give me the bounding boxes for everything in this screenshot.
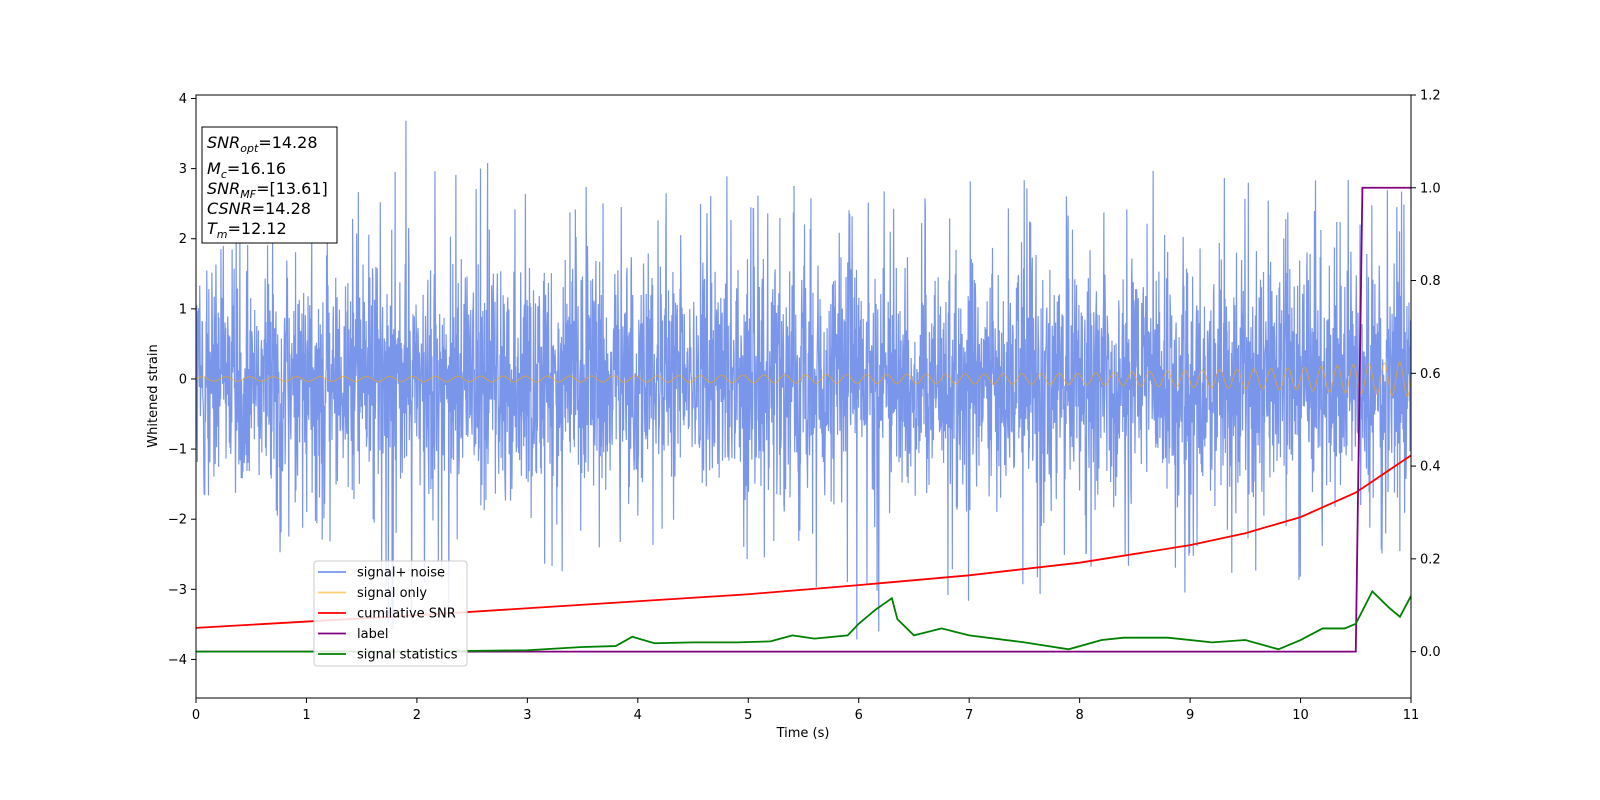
x-tick-label: 3: [523, 708, 531, 723]
x-tick-label: 5: [744, 708, 752, 723]
plot-frame: [195, 94, 1412, 699]
y-tick-label: −1: [168, 443, 187, 458]
legend-frame: [313, 560, 468, 667]
series-label: [196, 186, 1411, 653]
legend: signal+ noise signal only cumilative SNR la…: [313, 560, 468, 667]
y-tick-label: −2: [168, 513, 187, 528]
legend-label: cumilative SNR: [357, 607, 456, 622]
info-line: SNRMF=[13.61]: [207, 179, 328, 201]
info-line: Tm=12.12: [207, 219, 287, 241]
x-tick-label: 8: [1075, 708, 1083, 723]
y-tick-label: 4: [179, 92, 187, 107]
y-tick-label: 2: [179, 232, 187, 247]
x-tick-label: 10: [1292, 708, 1309, 723]
y-axis-label: Whitened strain: [146, 344, 161, 447]
x-axis-label: Time (s): [776, 726, 830, 741]
x-tick-label: 6: [855, 708, 863, 723]
axes: 0 1 2 3 4 5 6 7 8 9 10 11 −4 −3 −2 −1 0 1 2 3 4 0.0 0.2 0.4 0.6 0…: [168, 89, 1441, 724]
series-signal-statistics: [196, 589, 1411, 653]
info-line: SNRopt=14.28: [207, 133, 318, 155]
y-right-tick-label: 0.0: [1420, 645, 1441, 660]
y-tick-label: 3: [179, 162, 187, 177]
x-tick-label: 7: [965, 708, 973, 723]
x-tick-label: 0: [192, 708, 200, 723]
legend-label: label: [357, 627, 388, 642]
x-tick-label: 11: [1403, 708, 1420, 723]
series-signal-only: [196, 361, 1411, 397]
x-tick-label: 2: [413, 708, 421, 723]
y-right-tick-label: 0.4: [1420, 460, 1441, 475]
y-right-tick-label: 0.8: [1420, 274, 1441, 289]
y-tick-label: −3: [168, 583, 187, 598]
info-line: CSNR=14.28: [207, 199, 311, 218]
info-line: Mc=16.16: [207, 159, 286, 181]
y-right-tick-label: 0.6: [1420, 367, 1441, 382]
legend-label: signal statistics: [357, 648, 458, 663]
x-tick-label: 9: [1186, 708, 1194, 723]
y-tick-label: −4: [168, 653, 187, 668]
x-tick-label: 1: [302, 708, 310, 723]
legend-label: signal+ noise: [357, 566, 445, 581]
y-right-tick-label: 1.0: [1420, 181, 1441, 196]
y-right-tick-label: 1.2: [1420, 89, 1441, 104]
legend-label: signal only: [357, 586, 427, 601]
y-tick-label: 0: [179, 372, 187, 387]
info-box-frame: [201, 126, 338, 244]
y-tick-label: 1: [179, 302, 187, 317]
x-tick-label: 4: [634, 708, 642, 723]
info-box: SNRopt=14.28 Mc=16.16SNRMF=[13.61]CSNR=14…: [201, 126, 338, 244]
y-right-tick-label: 0.2: [1420, 552, 1441, 567]
